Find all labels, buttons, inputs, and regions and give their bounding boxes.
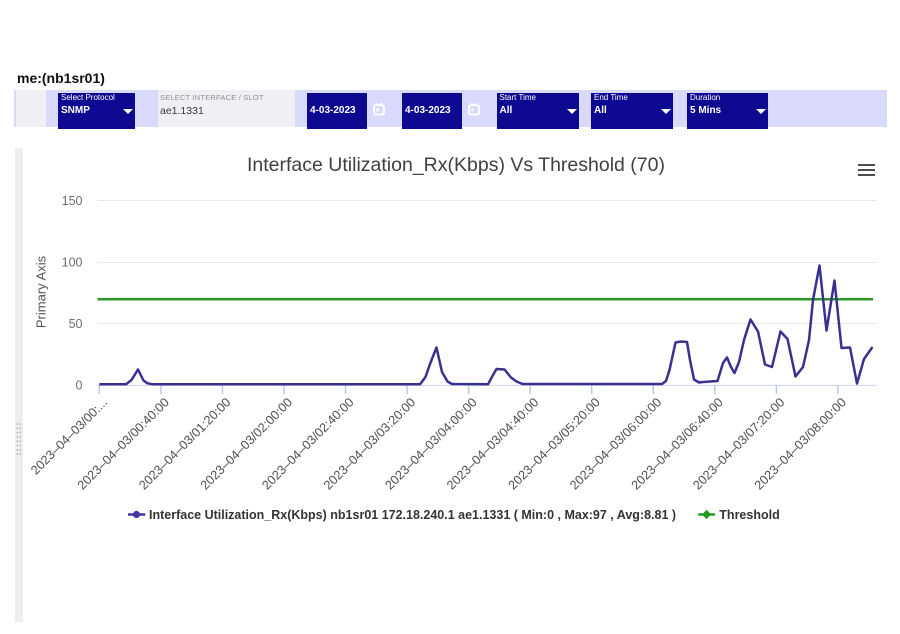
svg-text:50: 50	[69, 317, 83, 331]
svg-text:Primary Axis: Primary Axis	[34, 255, 49, 328]
svg-text:Threshold: Threshold	[719, 508, 779, 522]
svg-text:150: 150	[62, 194, 83, 208]
svg-text:0: 0	[76, 378, 83, 392]
svg-text:Interface Utilization_Rx(Kbps): Interface Utilization_Rx(Kbps) nb1sr01 1…	[149, 508, 676, 522]
svg-text:100: 100	[62, 255, 83, 269]
